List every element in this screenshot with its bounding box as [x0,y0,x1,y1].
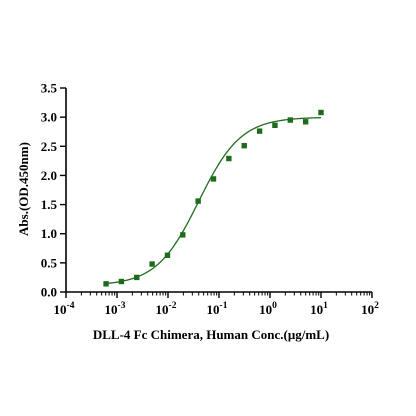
x-tick-label: 10-3 [105,301,126,317]
y-tick-label: 0.5 [41,255,58,270]
data-point [241,143,247,149]
axes: 0.0 0.5 1.0 1.5 2.0 2.5 3.0 3.5 10-4 10-3 10-2 10-1… [41,81,379,318]
x-tick-label: 100 [259,301,277,317]
data-point [272,122,278,129]
data-point [210,176,217,182]
y-axis-title: Abs.(OD.450nm) [16,142,31,236]
x-axis-title: DLL-4 Fc Chimera, Human Conc.(μg/mL) [93,327,329,342]
y-tick-label: 3.0 [41,110,57,125]
y-tick-label: 0.0 [41,285,57,300]
data-point [256,128,263,134]
data-point [164,252,171,258]
y-tick-label: 1.0 [41,226,57,241]
data-point [318,109,324,116]
data-point [226,155,232,162]
fit-curve [105,117,322,285]
data-point [287,117,293,123]
y-tick-label: 3.5 [41,81,58,96]
data-point [103,281,109,287]
x-tick-label: 10-4 [54,301,75,317]
data-point [149,261,155,267]
data-points-layer [103,109,324,287]
y-tick-label: 2.0 [41,168,57,183]
x-tick-label: 10-1 [207,301,228,317]
x-tick-label: 101 [310,301,328,317]
data-point [195,198,201,204]
data-point [302,119,309,125]
fit-curve-layer [105,117,322,285]
data-point [180,232,186,238]
y-tick-label: 1.5 [41,197,58,212]
y-tick-label: 2.5 [41,139,58,154]
data-point [134,274,140,281]
data-point [118,278,125,285]
x-tick-label: 10-2 [156,301,177,317]
x-tick-label: 102 [361,301,379,317]
